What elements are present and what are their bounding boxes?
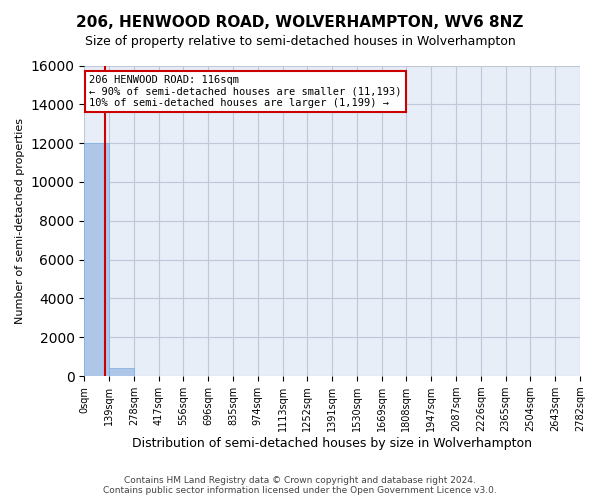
Bar — [84, 143, 109, 376]
Bar — [109, 368, 134, 376]
Y-axis label: Number of semi-detached properties: Number of semi-detached properties — [15, 118, 25, 324]
Text: Contains HM Land Registry data © Crown copyright and database right 2024.
Contai: Contains HM Land Registry data © Crown c… — [103, 476, 497, 495]
Text: Size of property relative to semi-detached houses in Wolverhampton: Size of property relative to semi-detach… — [85, 35, 515, 48]
Text: 206 HENWOOD ROAD: 116sqm
← 90% of semi-detached houses are smaller (11,193)
10% : 206 HENWOOD ROAD: 116sqm ← 90% of semi-d… — [89, 75, 402, 108]
X-axis label: Distribution of semi-detached houses by size in Wolverhampton: Distribution of semi-detached houses by … — [132, 437, 532, 450]
Text: 206, HENWOOD ROAD, WOLVERHAMPTON, WV6 8NZ: 206, HENWOOD ROAD, WOLVERHAMPTON, WV6 8N… — [76, 15, 524, 30]
